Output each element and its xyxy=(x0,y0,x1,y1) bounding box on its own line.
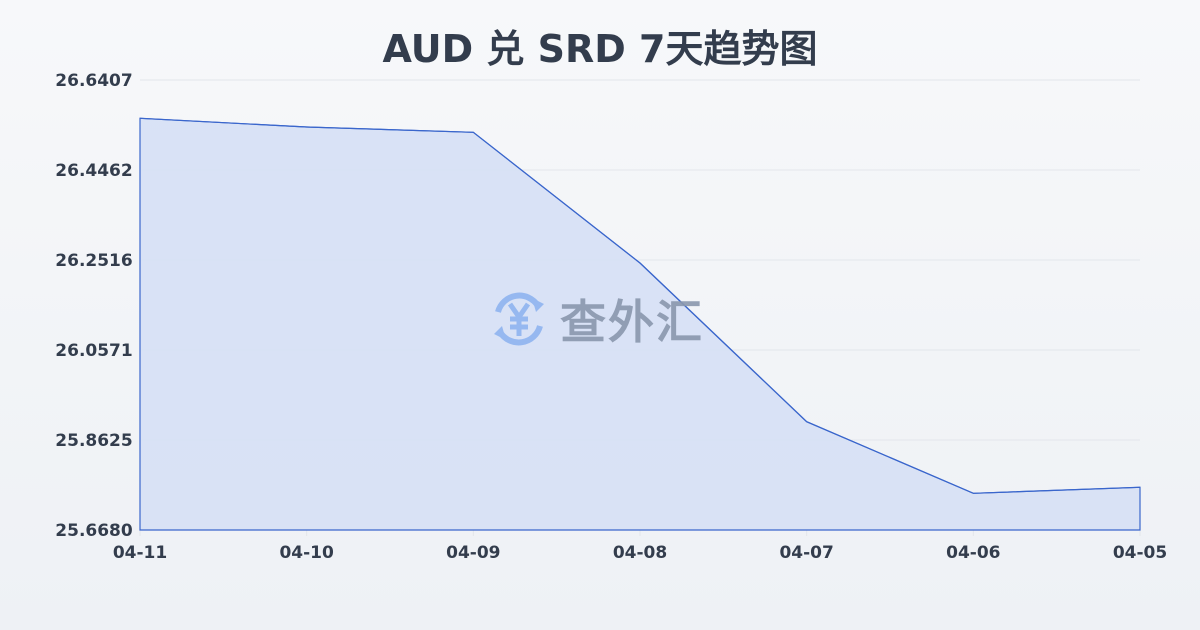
y-tick-label: 25.8625 xyxy=(55,431,132,451)
y-tick-label: 25.6680 xyxy=(55,521,133,541)
chart-title: AUD 兑 SRD 7天趋势图 xyxy=(382,27,818,71)
x-tick-label: 04-05 xyxy=(1113,543,1167,563)
yen-exchange-icon xyxy=(494,292,544,346)
x-tick-label: 04-07 xyxy=(779,543,833,563)
y-tick-label: 26.6407 xyxy=(55,71,132,91)
watermark: 查外汇 xyxy=(488,286,704,352)
x-tick-label: 04-11 xyxy=(113,543,167,563)
y-tick-label: 26.0571 xyxy=(55,341,132,361)
x-tick-label: 04-08 xyxy=(613,543,667,563)
watermark-text: 查外汇 xyxy=(560,295,704,349)
x-tick-label: 04-06 xyxy=(946,543,1000,563)
x-tick-label: 04-09 xyxy=(446,543,500,563)
y-tick-label: 26.2516 xyxy=(55,251,132,271)
x-tick-label: 04-10 xyxy=(279,543,334,563)
y-tick-label: 26.4462 xyxy=(55,161,132,181)
